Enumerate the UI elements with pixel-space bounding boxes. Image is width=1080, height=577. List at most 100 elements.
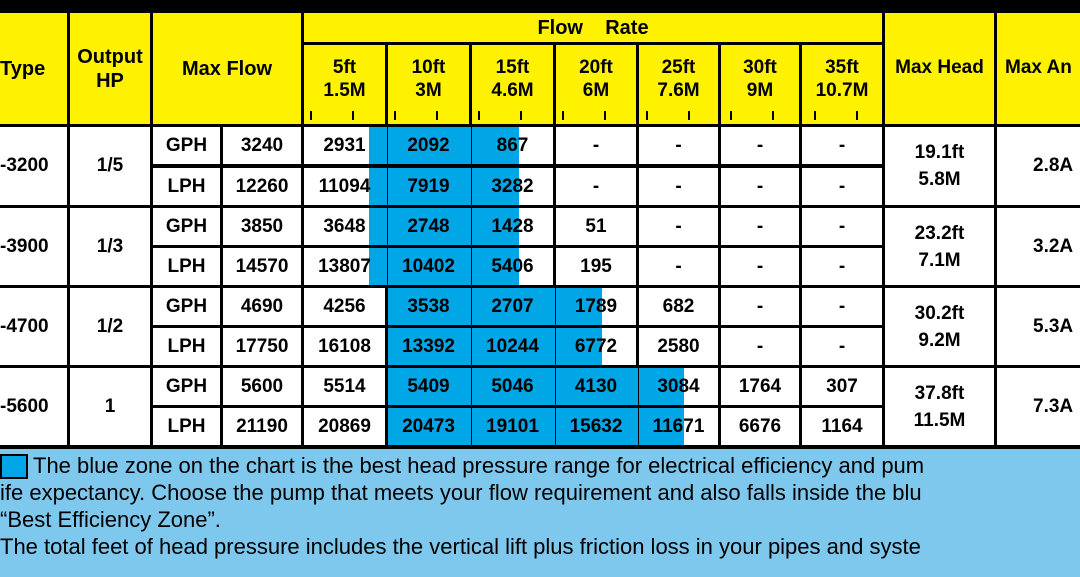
header-head-ft-label: 15ft bbox=[495, 56, 530, 78]
model-max-head-m: 9.2M bbox=[918, 329, 961, 351]
flow-rate-value: - bbox=[838, 295, 846, 317]
unit-label: GPH bbox=[165, 134, 208, 156]
header-head-35ft: 35ft 10.7M bbox=[802, 45, 882, 124]
header-head-ft-label: 20ft bbox=[579, 56, 613, 78]
header-max-head-label: Max Head bbox=[895, 57, 984, 79]
header-head-30ft: 30ft 9M bbox=[721, 45, 799, 124]
flow-rate-value: 19101 bbox=[486, 415, 539, 437]
flow-rate-value: 3282 bbox=[491, 175, 534, 197]
flow-rate-value: - bbox=[838, 215, 846, 237]
ruler-tick bbox=[562, 111, 564, 120]
ruler-tick bbox=[478, 111, 480, 120]
unit-gph: GPH bbox=[153, 288, 220, 325]
flow-rate-cell: 5406 bbox=[472, 248, 553, 285]
ruler-tick bbox=[688, 111, 690, 120]
flow-rate-value: - bbox=[838, 255, 846, 277]
header-type-label: Type bbox=[0, 57, 46, 80]
flow-rate-cell: - bbox=[721, 168, 799, 205]
model-type: -3900 bbox=[0, 208, 67, 285]
flow-rate-cell: 3648 bbox=[304, 208, 387, 245]
flow-rate-cell: 867 bbox=[472, 127, 553, 164]
flow-rate-value: 4256 bbox=[323, 295, 366, 317]
flow-rate-value: 15632 bbox=[569, 415, 623, 437]
header-max-amp: Max An bbox=[997, 13, 1080, 124]
blue-zone-fill bbox=[472, 368, 555, 405]
header-output-hp: Output HP bbox=[70, 13, 150, 124]
blue-zone-fill bbox=[369, 168, 387, 205]
ruler-tick bbox=[730, 111, 732, 120]
header-head-15ft: 15ft 4.6M bbox=[472, 45, 553, 124]
blue-zone-fill bbox=[472, 248, 519, 285]
flow-rate-value: 3538 bbox=[407, 295, 450, 317]
model-type-label: -4700 bbox=[0, 315, 49, 337]
blue-zone-fill bbox=[388, 328, 471, 365]
unit-label: GPH bbox=[165, 375, 208, 397]
flow-rate-cell: 6772 bbox=[556, 328, 636, 365]
flow-rate-cell: 13807 bbox=[304, 248, 387, 285]
flow-rate-value: 10244 bbox=[486, 335, 539, 357]
model-max-head-ft: 23.2ft bbox=[914, 222, 965, 244]
flow-rate-cell: 5046 bbox=[472, 368, 555, 405]
flow-rate-cell: - bbox=[802, 168, 882, 205]
flow-rate-cell: 2092 bbox=[388, 127, 471, 164]
blue-zone-fill bbox=[388, 208, 471, 245]
blue-zone-fill bbox=[639, 368, 684, 405]
blue-zone-fill bbox=[556, 368, 638, 405]
blue-zone-fill bbox=[369, 127, 387, 164]
model-max-amp-label: 7.3A bbox=[1033, 395, 1074, 417]
model-max-amp: 2.8A bbox=[997, 127, 1080, 205]
model-max-head-ft: 30.2ft bbox=[914, 302, 965, 324]
flow-rate-cell: - bbox=[721, 127, 799, 164]
flow-rate-value: - bbox=[838, 335, 846, 357]
model-hp-label: 1/3 bbox=[96, 235, 124, 257]
unit-lph: LPH bbox=[153, 168, 220, 205]
legend-line-1: The blue zone on the chart is the best h… bbox=[33, 453, 925, 478]
flow-rate-value: 2707 bbox=[491, 295, 534, 317]
flow-rate-cell: - bbox=[639, 168, 718, 205]
flow-rate-cell: 7919 bbox=[388, 168, 471, 205]
max-flow-label: 4690 bbox=[240, 295, 284, 317]
max-flow-label: 3240 bbox=[240, 134, 284, 156]
flow-rate-cell: - bbox=[721, 248, 799, 285]
flow-rate-value: 7919 bbox=[407, 175, 450, 197]
header-head-m-label: 4.6M bbox=[491, 79, 534, 101]
header-flow-rate: Flow Rate bbox=[304, 13, 882, 42]
flow-rate-value: 195 bbox=[580, 255, 612, 277]
flow-rate-cell: - bbox=[639, 127, 718, 164]
unit-lph: LPH bbox=[153, 408, 220, 445]
blue-zone-fill bbox=[388, 368, 471, 405]
flow-rate-cell: 3538 bbox=[388, 288, 471, 325]
header-head-ft-label: 30ft bbox=[743, 56, 777, 78]
flow-rate-cell: 1428 bbox=[472, 208, 553, 245]
max-flow-value: 3850 bbox=[223, 208, 301, 245]
flow-rate-cell: 16108 bbox=[304, 328, 385, 365]
header-type: Type bbox=[0, 13, 67, 124]
ruler-tick bbox=[856, 111, 858, 120]
blue-zone-fill bbox=[472, 288, 555, 325]
flow-rate-value: 6772 bbox=[574, 335, 618, 357]
unit-gph: GPH bbox=[153, 368, 220, 405]
flow-rate-value: 13807 bbox=[318, 255, 371, 277]
max-flow-label: 21190 bbox=[236, 415, 288, 437]
blue-zone-fill bbox=[639, 408, 684, 445]
flow-rate-cell: 2707 bbox=[472, 288, 555, 325]
flow-rate-value: - bbox=[675, 175, 682, 197]
header-max-flow-label: Max Flow bbox=[181, 57, 272, 80]
model-type-label: -3900 bbox=[0, 235, 49, 257]
model-type: -3200 bbox=[0, 127, 67, 205]
flow-rate-cell: 51 bbox=[556, 208, 636, 245]
flow-rate-cell: 2748 bbox=[388, 208, 471, 245]
model-max-head-ft: 19.1ft bbox=[914, 142, 965, 163]
model-type: -5600 bbox=[0, 368, 67, 445]
flow-rate-value: 1764 bbox=[738, 375, 782, 397]
model-max-amp-label: 3.2A bbox=[1033, 235, 1074, 257]
ruler-tick bbox=[310, 111, 312, 120]
header-max-head: Max Head bbox=[885, 13, 994, 124]
flow-rate-value: 307 bbox=[826, 375, 858, 397]
flow-rate-value: 16108 bbox=[318, 335, 371, 357]
header-head-ft-label: 10ft bbox=[411, 56, 446, 78]
max-flow-label: 5600 bbox=[240, 375, 284, 397]
flow-rate-value: - bbox=[838, 134, 846, 156]
flow-rate-cell: 3282 bbox=[472, 168, 553, 205]
